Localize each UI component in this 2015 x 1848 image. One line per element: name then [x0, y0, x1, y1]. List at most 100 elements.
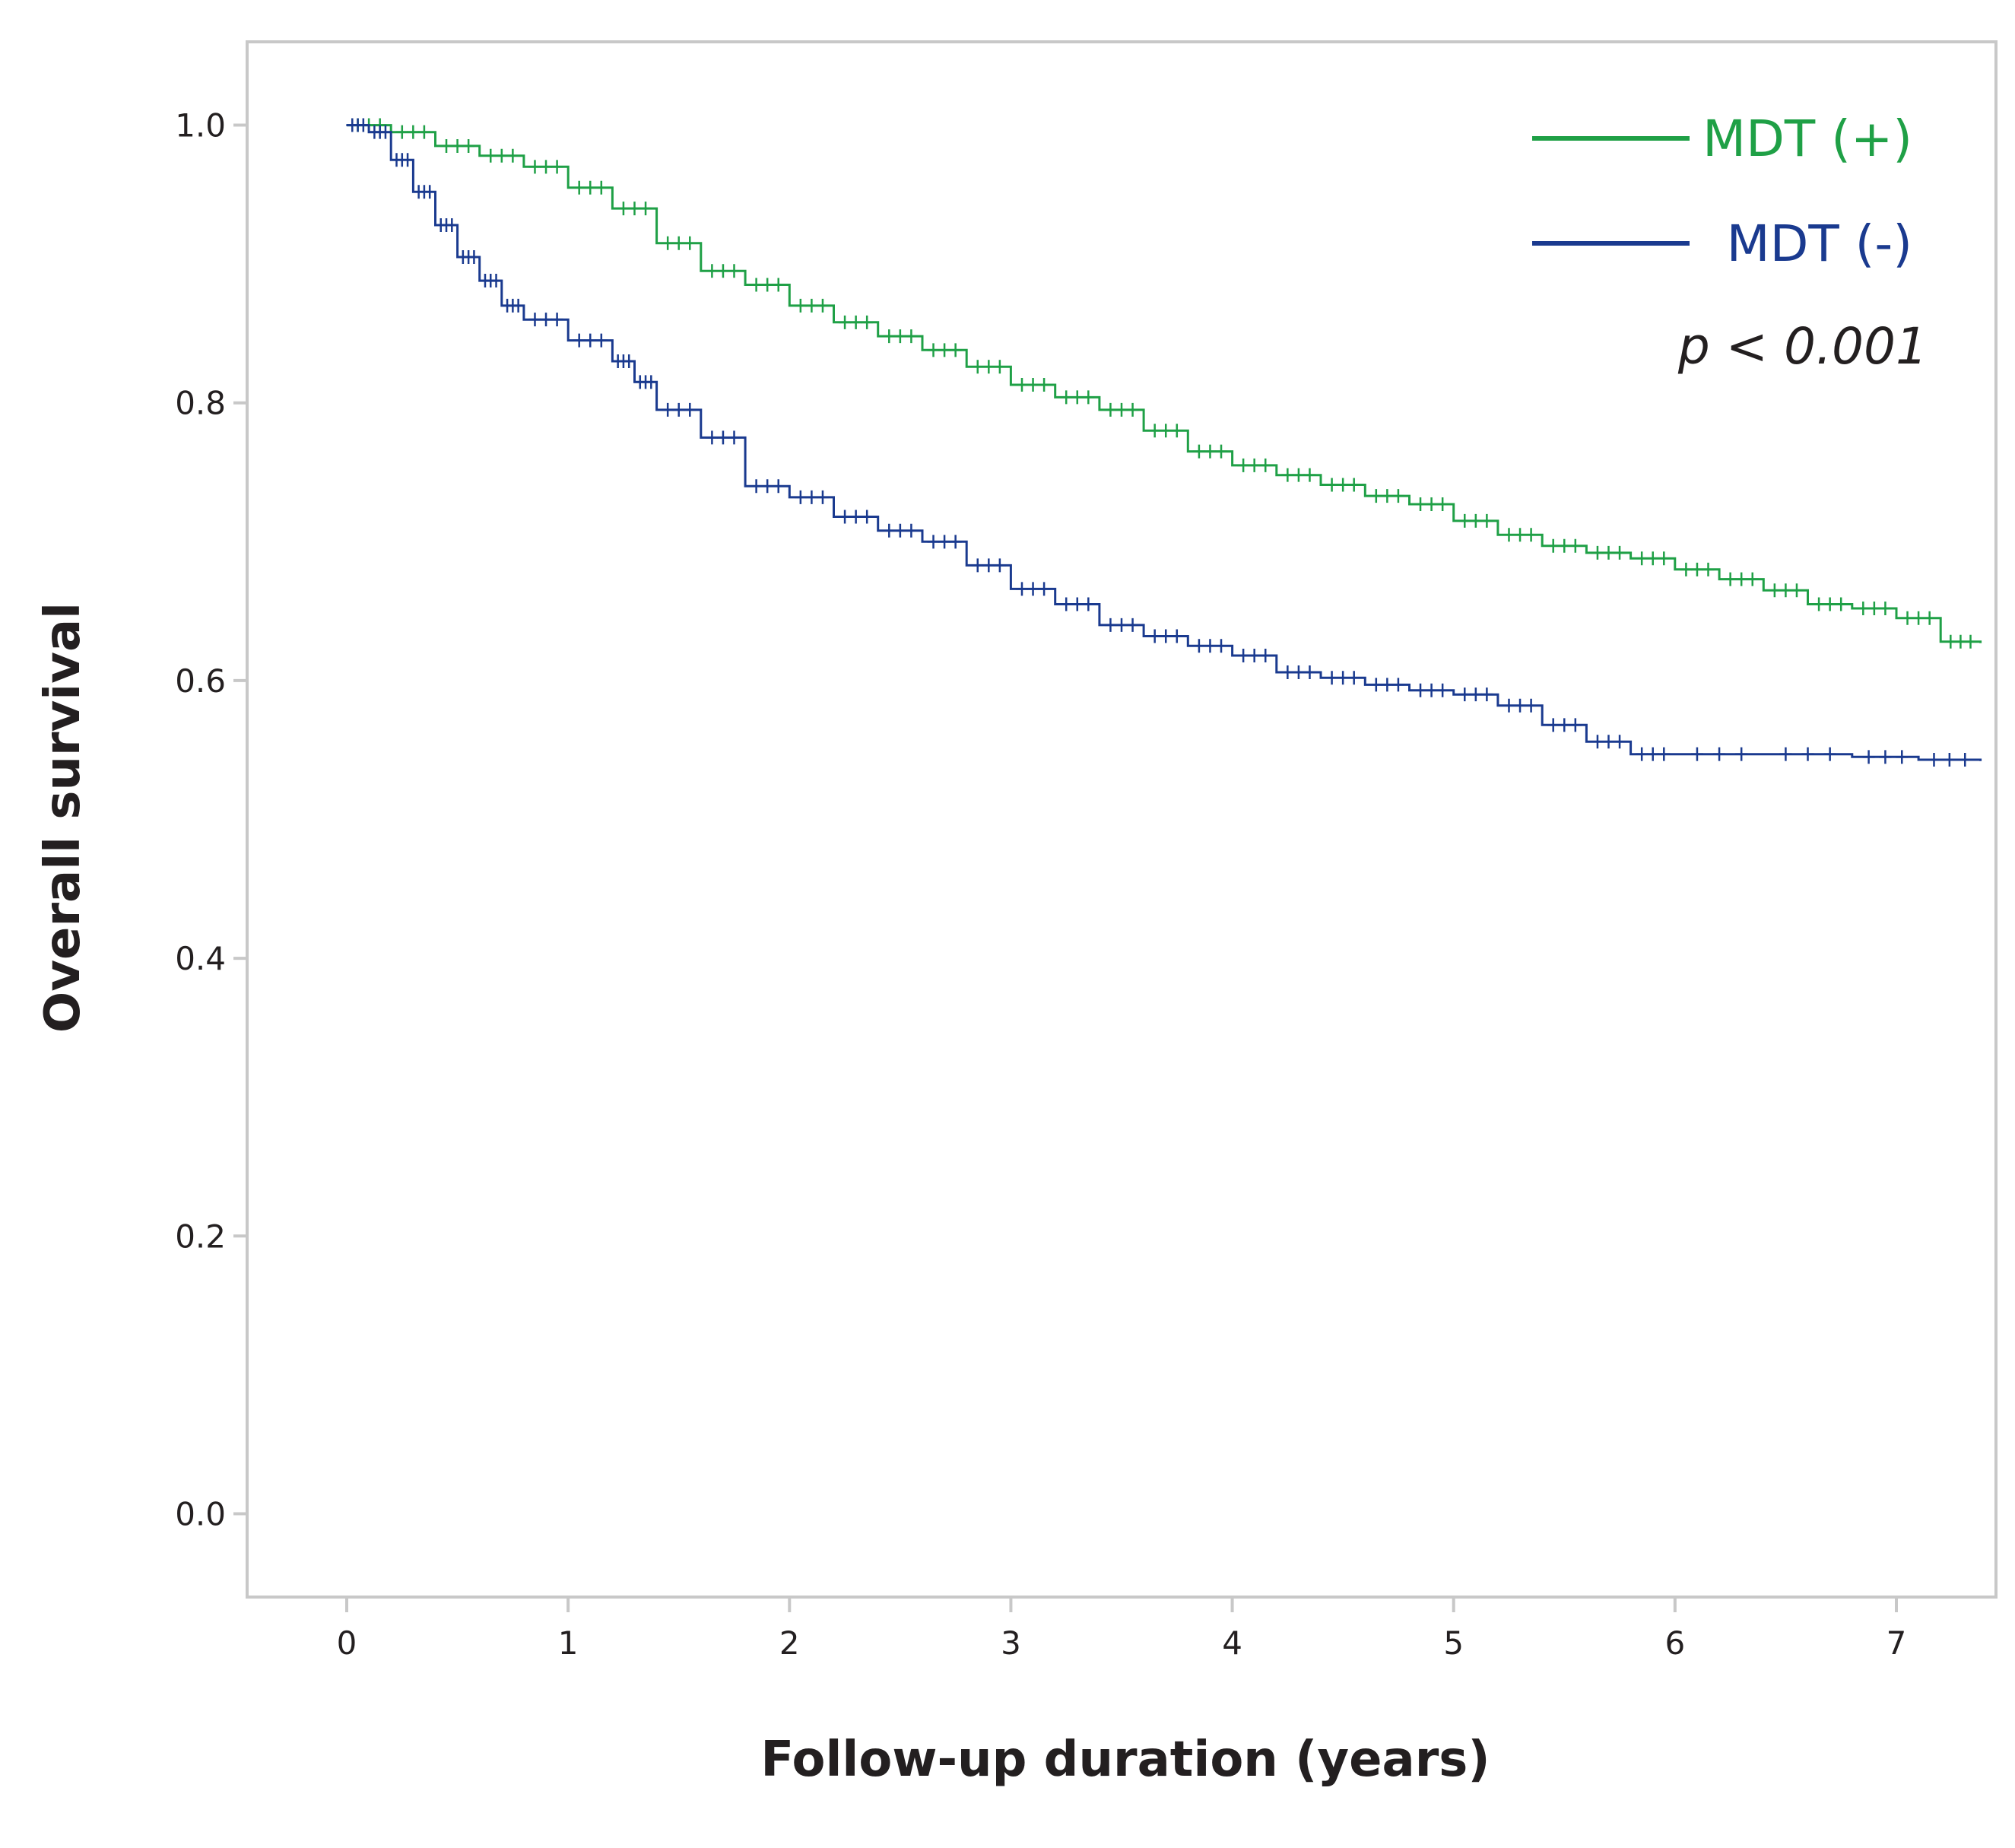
- censor-mark: [1469, 687, 1482, 702]
- censor-mark: [1690, 747, 1703, 761]
- censor-mark: [949, 535, 962, 549]
- censor-mark: [1469, 513, 1482, 528]
- censor-mark: [1558, 718, 1571, 732]
- censor-mark: [1015, 377, 1028, 392]
- censor-mark: [1658, 551, 1671, 566]
- censor-mark: [1790, 583, 1803, 598]
- censor-mark: [1347, 478, 1360, 492]
- censor-mark: [1525, 528, 1537, 542]
- censor-mark: [1192, 444, 1205, 459]
- y-tick-label: 1.0: [175, 107, 226, 144]
- censor-mark: [982, 360, 995, 374]
- censor-mark: [1547, 538, 1560, 553]
- censor-mark: [1104, 618, 1117, 632]
- censor-mark: [1414, 683, 1427, 697]
- censor-mark: [1779, 583, 1792, 598]
- censor-mark: [728, 264, 741, 278]
- censor-mark: [357, 118, 370, 132]
- y-tick-label: 0.8: [175, 385, 226, 422]
- y-axis: 0.0 0.2 0.4 0.6 0.8 1.0: [175, 107, 247, 1532]
- censor-mark: [540, 313, 553, 327]
- censor-mark: [1713, 747, 1726, 761]
- censor-mark: [761, 479, 774, 494]
- censor-mark: [512, 298, 525, 313]
- legend-label: MDT (+): [1702, 110, 1912, 168]
- censor-mark: [1170, 424, 1183, 438]
- censor-mark: [1071, 390, 1084, 405]
- censor-mark: [805, 298, 818, 313]
- censor-mark: [1801, 747, 1814, 761]
- censor-mark: [1458, 687, 1471, 702]
- censor-mark: [639, 202, 652, 216]
- censor-mark: [1237, 649, 1250, 663]
- censor-mark: [1823, 747, 1836, 761]
- censor-mark: [1896, 750, 1909, 764]
- censor-mark: [716, 264, 729, 278]
- censor-mark: [672, 402, 685, 417]
- censor-mark: [1569, 538, 1582, 553]
- censor-mark: [1259, 649, 1272, 663]
- censor-mark: [1724, 572, 1737, 586]
- censor-marks: [351, 118, 1977, 649]
- censor-mark: [528, 313, 541, 327]
- censor-mark: [417, 125, 430, 139]
- censor-mark: [893, 329, 906, 344]
- censor-mark: [468, 250, 481, 265]
- censor-mark: [1071, 597, 1084, 611]
- censor-mark: [528, 160, 541, 174]
- x-tick-label: 7: [1886, 1624, 1907, 1662]
- censor-mark: [1514, 528, 1527, 542]
- censor-mark: [1503, 698, 1515, 713]
- censor-mark: [927, 343, 940, 357]
- censor-mark: [1148, 629, 1161, 643]
- censor-mark: [938, 535, 951, 549]
- censor-mark: [1569, 718, 1582, 732]
- censor-mark: [628, 202, 641, 216]
- censor-mark: [1381, 489, 1394, 503]
- censor-mark: [1060, 390, 1073, 405]
- censor-mark: [1082, 597, 1095, 611]
- censor-mark: [551, 313, 563, 327]
- censor-marks: [346, 118, 1972, 767]
- censor-mark: [1614, 735, 1626, 749]
- censor-mark: [1115, 618, 1128, 632]
- censor-mark: [1248, 458, 1261, 472]
- censor-mark: [1680, 562, 1693, 576]
- censor-mark: [1038, 582, 1051, 596]
- censor-mark: [1547, 718, 1560, 732]
- censor-mark: [1160, 424, 1173, 438]
- censor-mark: [971, 360, 984, 374]
- censor-mark: [401, 153, 414, 167]
- censor-mark: [1204, 639, 1217, 653]
- x-tick-label: 2: [779, 1624, 800, 1662]
- x-tick-label: 3: [1001, 1624, 1021, 1662]
- censor-mark: [1104, 402, 1117, 417]
- censor-mark: [1391, 678, 1404, 692]
- censor-mark: [1292, 468, 1305, 482]
- censor-mark: [1027, 377, 1039, 392]
- censor-mark: [1325, 671, 1338, 685]
- y-tick-label: 0.6: [175, 662, 226, 700]
- legend-label: MDT (-): [1727, 214, 1912, 273]
- censor-mark: [1192, 639, 1205, 653]
- censor-mark: [623, 354, 636, 368]
- censor-mark: [1503, 528, 1515, 542]
- censor-mark: [1425, 497, 1438, 512]
- y-tick-label: 0.2: [175, 1218, 226, 1255]
- censor-mark: [395, 125, 408, 139]
- censor-mark: [1835, 597, 1848, 611]
- censor-mark: [1292, 665, 1305, 679]
- censor-mark: [1964, 634, 1977, 649]
- censor-mark: [1281, 665, 1294, 679]
- censor-mark: [540, 160, 553, 174]
- series-layer: [346, 118, 1982, 767]
- censor-mark: [772, 479, 785, 494]
- censor-mark: [1779, 747, 1792, 761]
- censor-mark: [1325, 478, 1338, 492]
- censor-mark: [1237, 458, 1250, 472]
- censor-mark: [706, 430, 719, 445]
- x-axis-title: Follow-up duration (years): [760, 1732, 1490, 1788]
- censor-mark: [1015, 582, 1028, 596]
- y-tick-label: 0.0: [175, 1495, 226, 1532]
- censor-mark: [407, 125, 420, 139]
